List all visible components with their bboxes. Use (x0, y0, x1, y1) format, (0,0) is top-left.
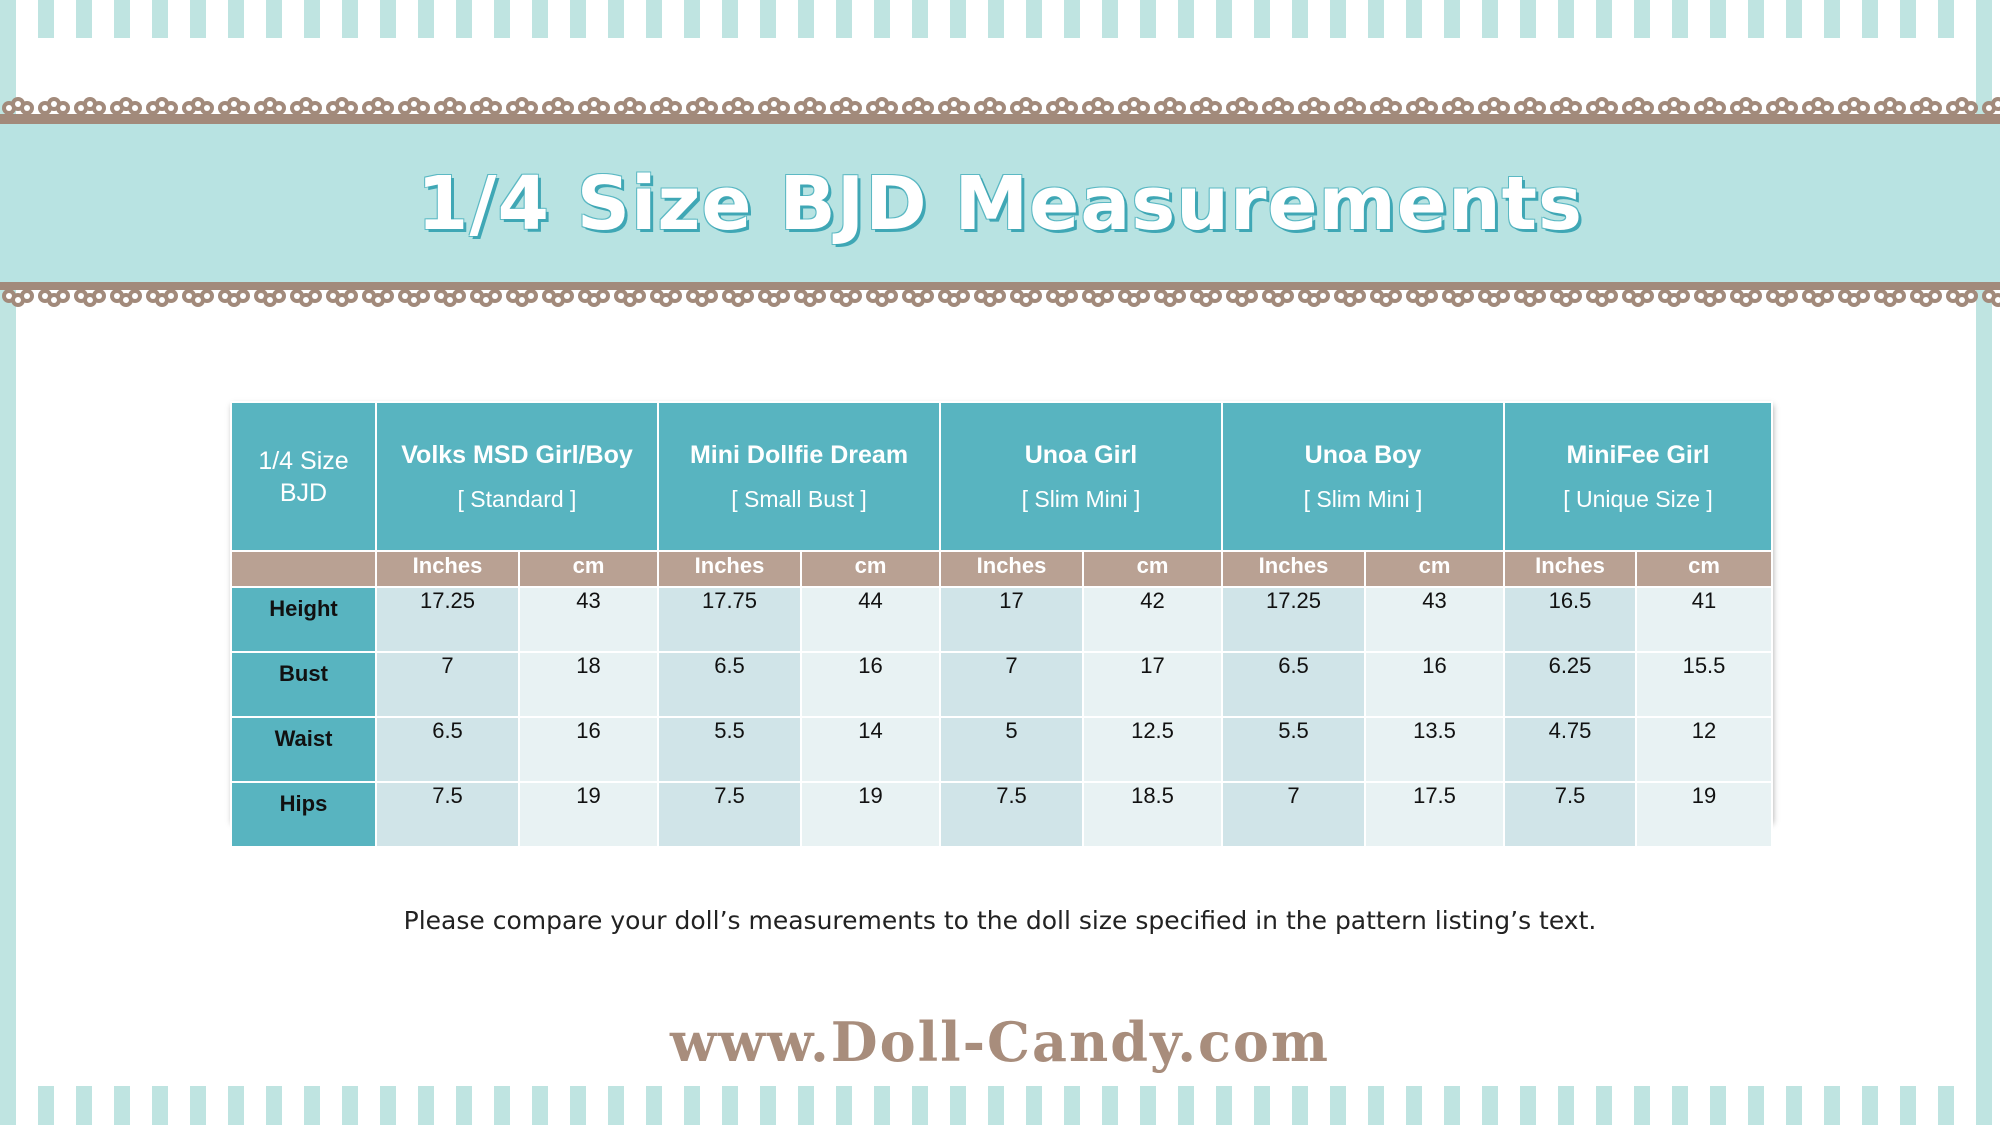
row-label-bust: Bust (230, 651, 377, 718)
cell-value: 13.5 (1364, 716, 1505, 783)
doll-size-type: [ Standard ] (457, 485, 577, 512)
doll-name: MiniFee Girl (1566, 440, 1710, 469)
cell-value: 18 (518, 651, 659, 718)
cell-value: 4.75 (1503, 716, 1637, 783)
cell-value: 17.5 (1364, 781, 1505, 848)
measurements-table-wrap: 1/4 Size BJD Volks MSD Girl/Boy [ Standa… (230, 401, 1773, 848)
row-label-hips: Hips (230, 781, 377, 848)
cell-value: 7 (939, 651, 1084, 718)
cell-value: 15.5 (1635, 651, 1773, 718)
cell-value: 17 (939, 586, 1084, 653)
cell-value: 16 (518, 716, 659, 783)
doll-size-type: [ Small Bust ] (731, 485, 867, 512)
doll-name: Volks MSD Girl/Boy (401, 440, 633, 469)
cell-value: 5.5 (1221, 716, 1366, 783)
doll-header: Volks MSD Girl/Boy [ Standard ] (375, 401, 659, 552)
unit-inches: Inches (1221, 550, 1366, 588)
measurements-table: 1/4 Size BJD Volks MSD Girl/Boy [ Standa… (230, 401, 1773, 848)
cell-value: 41 (1635, 586, 1773, 653)
row-label-height: Height (230, 586, 377, 653)
cell-value: 43 (518, 586, 659, 653)
cell-value: 16 (1364, 651, 1505, 718)
unit-inches: Inches (1503, 550, 1637, 588)
cell-value: 6.5 (657, 651, 802, 718)
unit-cm: cm (1364, 550, 1505, 588)
doll-size-type: [ Slim Mini ] (1303, 485, 1423, 512)
cell-value: 12.5 (1082, 716, 1223, 783)
unit-cm: cm (1082, 550, 1223, 588)
cell-value: 7 (375, 651, 520, 718)
cell-value: 7.5 (657, 781, 802, 848)
cell-value: 17 (1082, 651, 1223, 718)
doll-size-type: [ Slim Mini ] (1021, 485, 1141, 512)
comparison-note: Please compare your doll’s measurements … (403, 906, 1597, 935)
table-row: Hips 7.5 19 7.5 19 7.5 18.5 7 17.5 7.5 1… (230, 781, 1773, 848)
cell-value: 7.5 (375, 781, 520, 848)
cell-value: 43 (1364, 586, 1505, 653)
page-title: 1/4 Size BJD Measurements (416, 161, 1584, 247)
cell-value: 18.5 (1082, 781, 1223, 848)
cell-value: 17.25 (1221, 586, 1366, 653)
corner-header: 1/4 Size BJD (230, 401, 377, 552)
doll-name: Unoa Boy (1304, 440, 1422, 469)
unit-cm: cm (800, 550, 941, 588)
cell-value: 42 (1082, 586, 1223, 653)
doll-name: Mini Dollfie Dream (689, 440, 909, 469)
cell-value: 7.5 (939, 781, 1084, 848)
cell-value: 17.25 (375, 586, 520, 653)
unit-inches: Inches (375, 550, 520, 588)
table-row: Bust 7 18 6.5 16 7 17 6.5 16 6.25 15.5 (230, 651, 1773, 718)
cell-value: 5 (939, 716, 1084, 783)
header-row: 1/4 Size BJD Volks MSD Girl/Boy [ Standa… (230, 401, 1773, 552)
table-row: Waist 6.5 16 5.5 14 5 12.5 5.5 13.5 4.75… (230, 716, 1773, 783)
unit-cm: cm (518, 550, 659, 588)
doll-name: Unoa Girl (1024, 440, 1138, 469)
corner-label-line1: 1/4 Size (258, 446, 349, 475)
title-banner: 1/4 Size BJD Measurements (0, 120, 2000, 288)
doll-header: Mini Dollfie Dream [ Small Bust ] (657, 401, 941, 552)
unit-cm: cm (1635, 550, 1773, 588)
cell-value: 12 (1635, 716, 1773, 783)
cell-value: 19 (518, 781, 659, 848)
doll-size-type: [ Unique Size ] (1563, 485, 1713, 512)
cell-value: 7 (1221, 781, 1366, 848)
cell-value: 16 (800, 651, 941, 718)
cell-value: 5.5 (657, 716, 802, 783)
cell-value: 7.5 (1503, 781, 1637, 848)
cell-value: 17.75 (657, 586, 802, 653)
doll-header: MiniFee Girl [ Unique Size ] (1503, 401, 1773, 552)
unit-inches: Inches (939, 550, 1084, 588)
cell-value: 14 (800, 716, 941, 783)
cell-value: 19 (800, 781, 941, 848)
doll-header: Unoa Girl [ Slim Mini ] (939, 401, 1223, 552)
unit-inches: Inches (657, 550, 802, 588)
corner-label-line2: BJD (279, 478, 328, 507)
cell-value: 6.5 (1221, 651, 1366, 718)
cell-value: 6.25 (1503, 651, 1637, 718)
cell-value: 19 (1635, 781, 1773, 848)
table-row: Height 17.25 43 17.75 44 17 42 17.25 43 … (230, 586, 1773, 653)
unit-row-blank (230, 550, 377, 588)
website-url: www.Doll-Candy.com (669, 1010, 1331, 1074)
lace-border-top (0, 88, 2000, 122)
unit-row: Inches cm Inches cm Inches cm Inches cm … (230, 550, 1773, 588)
cell-value: 16.5 (1503, 586, 1637, 653)
lace-border-bottom (0, 282, 2000, 316)
cell-value: 6.5 (375, 716, 520, 783)
doll-header: Unoa Boy [ Slim Mini ] (1221, 401, 1505, 552)
row-label-waist: Waist (230, 716, 377, 783)
cell-value: 44 (800, 586, 941, 653)
